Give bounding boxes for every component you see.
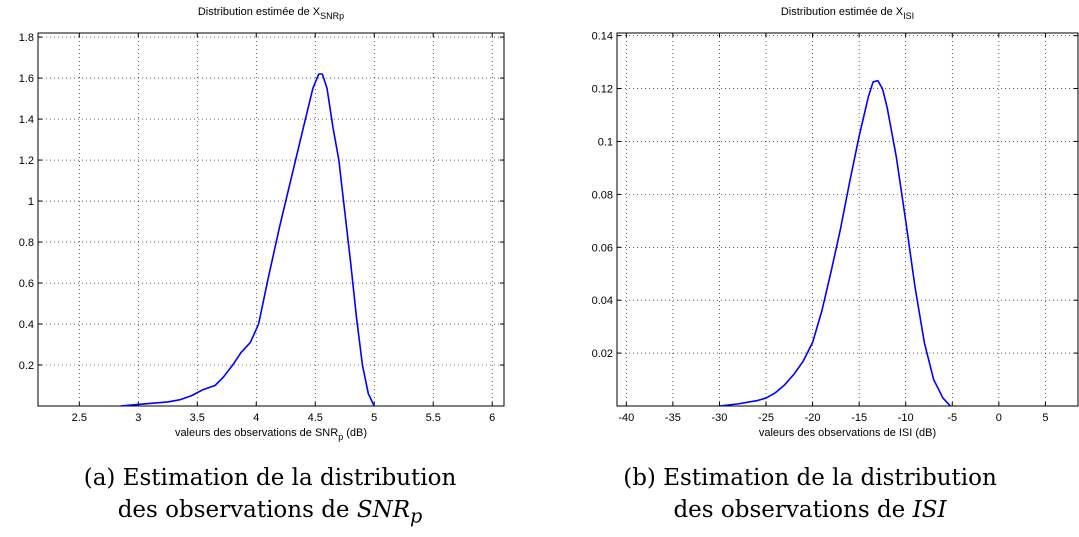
caption-a-math-sub: p (410, 505, 422, 528)
caption-a-line2: des observations de SNRp (60, 494, 480, 533)
series-line-0 (121, 74, 375, 406)
y-tick-label-1: 0.04 (592, 295, 613, 307)
x-tick-label-3: 4 (253, 412, 259, 424)
panel-b: -40 -35 -30 -25 -20 -15 -10 -5 0 5 0.02 0.04 0.06 0.0… (540, 0, 1079, 537)
y-tick-label-1: 0.4 (19, 319, 34, 331)
caption-b: (b) Estimation de la distribution des ob… (600, 462, 1020, 526)
y-tick-label-2: 0.6 (19, 278, 34, 290)
x-tick-label-9: 5 (1042, 412, 1048, 424)
y-tick-label-3: 0.08 (592, 189, 613, 201)
plot-frame (617, 33, 1078, 406)
caption-b-line2: des observations de ISI (600, 494, 1020, 526)
y-tick-label-6: 0.14 (592, 31, 613, 43)
x-axis-label: valeurs des observations de SNRp (dB) (175, 427, 367, 442)
x-tick-label-0: 2.5 (72, 412, 87, 424)
chart-title: Distribution estimée de XISI (781, 6, 914, 21)
y-tick-label-5: 0.12 (592, 84, 613, 96)
x-tick-label-1: -35 (665, 412, 681, 424)
x-tick-label-0: -40 (618, 412, 634, 424)
y-tick-label-0: 0.2 (19, 360, 34, 372)
x-tick-label-6: -10 (898, 412, 914, 424)
y-tick-label-8: 1.8 (19, 32, 34, 44)
x-tick-label-4: -20 (805, 412, 821, 424)
y-tick-label-2: 0.06 (592, 242, 613, 254)
caption-a-prefix: des observations de (118, 497, 357, 523)
y-tick-label-4: 1 (28, 196, 34, 208)
y-tick-label-3: 0.8 (19, 237, 34, 249)
x-tick-label-2: 3.5 (190, 412, 205, 424)
y-tick-label-6: 1.4 (19, 114, 34, 126)
caption-b-prefix: des observations de (673, 497, 912, 523)
y-tick-label-4: 0.1 (598, 136, 613, 148)
x-tick-label-7: 6 (489, 412, 495, 424)
x-tick-label-3: -25 (758, 412, 774, 424)
x-tick-label-4: 4.5 (308, 412, 323, 424)
caption-a: (a) Estimation de la distribution des ob… (60, 462, 480, 533)
caption-a-line1: (a) Estimation de la distribution (60, 462, 480, 494)
x-tick-label-7: -5 (947, 412, 957, 424)
caption-a-math: SNR (357, 497, 410, 523)
x-tick-label-6: 5.5 (426, 412, 441, 424)
x-tick-label-5: 5 (371, 412, 377, 424)
caption-b-math: ISI (913, 497, 947, 523)
series-line-0 (719, 81, 950, 406)
caption-b-line1: (b) Estimation de la distribution (600, 462, 1020, 494)
x-tick-label-1: 3 (135, 412, 141, 424)
chart-snrp: 2.5 3 3.5 4 4.5 5 5.5 6 0.2 0.4 0.6 0.8 1 1.2 1.4 1.6 1.… (0, 0, 540, 460)
chart-isi: -40 -35 -30 -25 -20 -15 -10 -5 0 5 0.02 0.04 0.06 0.0… (540, 0, 1079, 460)
x-tick-label-5: -15 (851, 412, 867, 424)
panel-a: 2.5 3 3.5 4 4.5 5 5.5 6 0.2 0.4 0.6 0.8 1 1.2 1.4 1.6 1.… (0, 0, 540, 537)
y-tick-label-0: 0.02 (592, 348, 613, 360)
plot-frame (38, 33, 504, 406)
x-axis-label: valeurs des observations de ISI (dB) (759, 427, 936, 439)
x-tick-label-2: -30 (711, 412, 727, 424)
chart-title: Distribution estimée de XSNRp (198, 6, 344, 21)
y-tick-label-5: 1.2 (19, 155, 34, 167)
x-tick-label-8: 0 (996, 412, 1002, 424)
y-tick-label-7: 1.6 (19, 73, 34, 85)
